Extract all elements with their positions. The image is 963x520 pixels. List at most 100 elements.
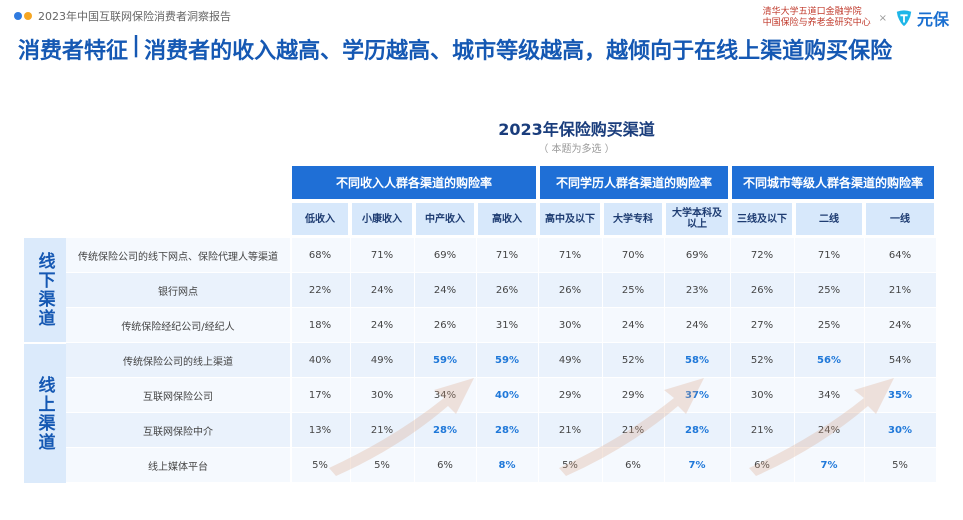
table-cell: 5% xyxy=(312,459,328,471)
table-cell: 24% xyxy=(888,319,912,331)
table-cell: 52% xyxy=(621,354,645,366)
row-label: 线上媒体平台 xyxy=(148,461,208,473)
table-cell: 26% xyxy=(433,319,457,331)
table-cell: 24% xyxy=(370,319,394,331)
table-cell: 5% xyxy=(562,459,578,471)
table-cell: 24% xyxy=(817,424,841,436)
table-cell: 40% xyxy=(495,389,519,401)
table-cell: 21% xyxy=(558,424,582,436)
table-cell: 17% xyxy=(308,389,332,401)
table-cell: 71% xyxy=(817,249,841,261)
brand-dots-icon xyxy=(14,12,32,20)
table-cell: 21% xyxy=(621,424,645,436)
table-cell: 70% xyxy=(621,249,645,261)
category-online: 线上渠道 xyxy=(24,344,66,483)
table-cell: 5% xyxy=(892,459,908,471)
table-cell: 21% xyxy=(750,424,774,436)
page-headline: 消费者特征 | 消费者的收入越高、学历越高、城市等级越高，越倾向于在线上渠道购买… xyxy=(18,33,892,65)
column-divider xyxy=(290,238,292,483)
table-cell: 40% xyxy=(308,354,332,366)
table-cell: 28% xyxy=(433,424,457,436)
group-header: 不同收入人群各渠道的购险率 xyxy=(292,166,536,199)
headline-section: 消费者特征 xyxy=(18,39,129,64)
table-cell: 31% xyxy=(495,319,519,331)
report-header: 2023年中国互联网保险消费者洞察报告 xyxy=(14,6,231,26)
headline-statement: 消费者的收入越高、学历越高、城市等级越高，越倾向于在线上渠道购买保险 xyxy=(144,39,893,64)
row-label: 传统保险公司的线下网点、保险代理人等渠道 xyxy=(78,251,278,263)
column-divider xyxy=(414,238,415,483)
column-header: 大学专科 xyxy=(604,203,662,235)
table-cell: 71% xyxy=(495,249,519,261)
table-row xyxy=(66,308,936,342)
table-cell: 24% xyxy=(621,319,645,331)
table-cell: 68% xyxy=(308,249,332,261)
org-line-2: 中国保险与养老金研究中心 xyxy=(762,18,871,28)
column-header: 小康收入 xyxy=(352,203,412,235)
table-cell: 27% xyxy=(750,319,774,331)
table-cell: 22% xyxy=(308,284,332,296)
table-row xyxy=(66,378,936,412)
table-cell: 28% xyxy=(685,424,709,436)
org-line-1: 清华大学五道口金融学院 xyxy=(762,7,862,17)
table-cell: 29% xyxy=(621,389,645,401)
column-header: 三线及以下 xyxy=(732,203,792,235)
table-cell: 52% xyxy=(750,354,774,366)
column-divider xyxy=(350,238,351,483)
table-cell: 59% xyxy=(433,354,457,366)
table-cell: 58% xyxy=(685,354,709,366)
table-cell: 54% xyxy=(888,354,912,366)
table-cell: 18% xyxy=(308,319,332,331)
group-header: 不同城市等级人群各渠道的购险率 xyxy=(732,166,934,199)
brand-name: 元保 xyxy=(916,10,949,29)
column-header: 大学本科及以上 xyxy=(666,203,728,235)
column-header: 低收入 xyxy=(292,203,348,235)
table-row xyxy=(66,448,936,482)
table-cell: 6% xyxy=(754,459,770,471)
table-cell: 49% xyxy=(370,354,394,366)
table-cell: 71% xyxy=(370,249,394,261)
table-cell: 25% xyxy=(817,284,841,296)
table-cell: 23% xyxy=(685,284,709,296)
table-cell: 37% xyxy=(685,389,709,401)
table-cell: 59% xyxy=(495,354,519,366)
table-cell: 8% xyxy=(498,459,516,471)
table-cell: 26% xyxy=(750,284,774,296)
table-cell: 69% xyxy=(685,249,709,261)
column-divider xyxy=(730,238,731,483)
table-cell: 21% xyxy=(888,284,912,296)
table-cell: 6% xyxy=(437,459,453,471)
column-divider xyxy=(664,238,665,483)
report-title: 2023年中国互联网保险消费者洞察报告 xyxy=(38,10,231,23)
brand-area: 清华大学五道口金融学院 中国保险与养老金研究中心 × 元保 xyxy=(763,6,949,30)
table-cell: 71% xyxy=(558,249,582,261)
table-cell: 72% xyxy=(750,249,774,261)
row-label: 传统保险经纪公司/经纪人 xyxy=(121,321,235,333)
brand-separator: × xyxy=(878,12,887,24)
table-cell: 7% xyxy=(688,459,706,471)
table-cell: 34% xyxy=(433,389,457,401)
column-divider xyxy=(476,238,477,483)
column-divider xyxy=(602,238,603,483)
table-cell: 29% xyxy=(558,389,582,401)
column-divider xyxy=(794,238,795,483)
yuanbao-logo: 元保 xyxy=(895,6,949,30)
row-label: 传统保险公司的线上渠道 xyxy=(123,356,233,368)
table-cell: 28% xyxy=(495,424,519,436)
table-cell: 26% xyxy=(495,284,519,296)
column-divider xyxy=(864,238,865,483)
row-label: 互联网保险中介 xyxy=(143,426,213,438)
table-row xyxy=(66,413,936,447)
column-header: 高中及以下 xyxy=(540,203,600,235)
table-cell: 26% xyxy=(558,284,582,296)
column-header: 二线 xyxy=(796,203,862,235)
table-cell: 24% xyxy=(370,284,394,296)
table-row xyxy=(66,238,936,272)
table-cell: 49% xyxy=(558,354,582,366)
headline-separator: | xyxy=(132,33,141,58)
table-row xyxy=(66,343,936,377)
table-row xyxy=(66,273,936,307)
table-cell: 34% xyxy=(817,389,841,401)
table-cell: 25% xyxy=(817,319,841,331)
shield-icon xyxy=(896,10,912,27)
table-cell: 24% xyxy=(685,319,709,331)
